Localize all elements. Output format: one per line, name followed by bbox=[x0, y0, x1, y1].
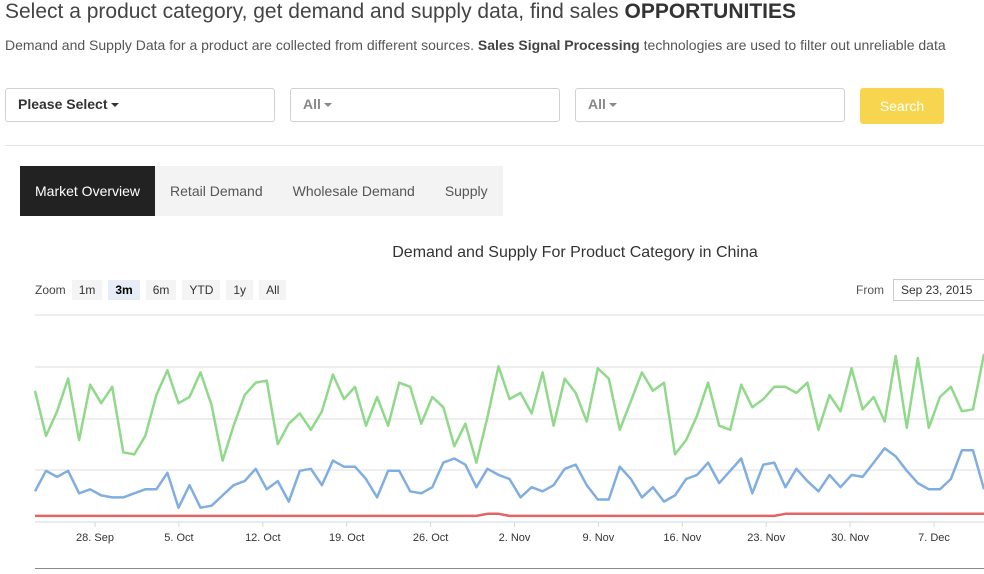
chevron-down-icon bbox=[608, 103, 617, 108]
x-tick-label: 23. Nov bbox=[747, 532, 785, 544]
series-line-2 bbox=[33, 447, 984, 509]
x-tick-label: 7. Dec bbox=[918, 532, 950, 544]
zoom-1y-button[interactable]: 1y bbox=[226, 280, 254, 300]
chart-series bbox=[33, 353, 984, 518]
zoom-ytd-button[interactable]: YTD bbox=[182, 280, 221, 300]
filter-select-2-value: All bbox=[303, 96, 321, 112]
zoom-controls: Zoom 1m 3m 6m YTD 1y All bbox=[35, 280, 292, 300]
chart-grid bbox=[35, 314, 984, 523]
x-tick-label: 12. Oct bbox=[245, 532, 280, 544]
subtitle-text-start: Demand and Supply Data for a product are… bbox=[5, 37, 478, 53]
search-button[interactable]: Search bbox=[860, 88, 944, 124]
divider bbox=[5, 145, 984, 146]
page-title: Select a product category, get demand an… bbox=[5, 0, 796, 24]
x-tick-label: 2. Nov bbox=[499, 532, 531, 544]
x-tick-label: 28. Sep bbox=[76, 532, 114, 544]
series-line-3 bbox=[35, 512, 984, 518]
filter-select-2[interactable]: All bbox=[290, 88, 560, 122]
category-select[interactable]: Please Select bbox=[5, 88, 275, 122]
tab-supply[interactable]: Supply bbox=[444, 183, 488, 199]
subtitle-text-end: technologies are used to filter out unre… bbox=[639, 37, 946, 53]
subtitle-emphasis: Sales Signal Processing bbox=[477, 37, 640, 53]
page-title-emphasis: OPPORTUNITIES bbox=[624, 0, 797, 23]
series-line-1 bbox=[33, 353, 984, 464]
chevron-down-icon bbox=[110, 103, 119, 108]
from-label: From bbox=[856, 283, 884, 297]
navigator-border bbox=[35, 568, 984, 569]
line-chart: 28. Sep 5. Oct 12. Oct 19. Oct 26. Oct 2. Nov… bbox=[33, 314, 984, 544]
x-tick-label: 5. Oct bbox=[164, 532, 193, 544]
filter-select-3-value: All bbox=[588, 96, 606, 112]
x-axis: 28. Sep 5. Oct 12. Oct 19. Oct 26. Oct 2. Nov… bbox=[76, 522, 950, 544]
x-tick-label: 26. Oct bbox=[413, 532, 448, 544]
from-date-input[interactable]: Sep 23, 2015 bbox=[893, 279, 984, 301]
chevron-down-icon bbox=[323, 103, 332, 108]
chart-title: Demand and Supply For Product Category i… bbox=[392, 244, 758, 261]
zoom-3m-button[interactable]: 3m bbox=[108, 280, 140, 300]
tab-bar: Market Overview Retail Demand Wholesale … bbox=[20, 166, 503, 216]
zoom-1m-button[interactable]: 1m bbox=[71, 280, 103, 300]
x-tick-label: 9. Nov bbox=[583, 532, 615, 544]
category-select-value: Please Select bbox=[18, 96, 108, 112]
zoom-6m-button[interactable]: 6m bbox=[145, 280, 177, 300]
x-tick-label: 16. Nov bbox=[663, 532, 701, 544]
x-tick-label: 30. Nov bbox=[831, 532, 869, 544]
tab-retail-demand[interactable]: Retail Demand bbox=[170, 183, 263, 199]
tab-market-overview[interactable]: Market Overview bbox=[20, 166, 156, 216]
filter-select-3[interactable]: All bbox=[575, 88, 845, 122]
zoom-label: Zoom bbox=[35, 283, 66, 297]
x-tick-label: 19. Oct bbox=[329, 532, 364, 544]
tab-wholesale-demand[interactable]: Wholesale Demand bbox=[292, 183, 415, 199]
page-subtitle: Demand and Supply Data for a product are… bbox=[5, 37, 946, 53]
page-title-text: Select a product category, get demand an… bbox=[5, 0, 625, 23]
zoom-all-button[interactable]: All bbox=[259, 280, 287, 300]
